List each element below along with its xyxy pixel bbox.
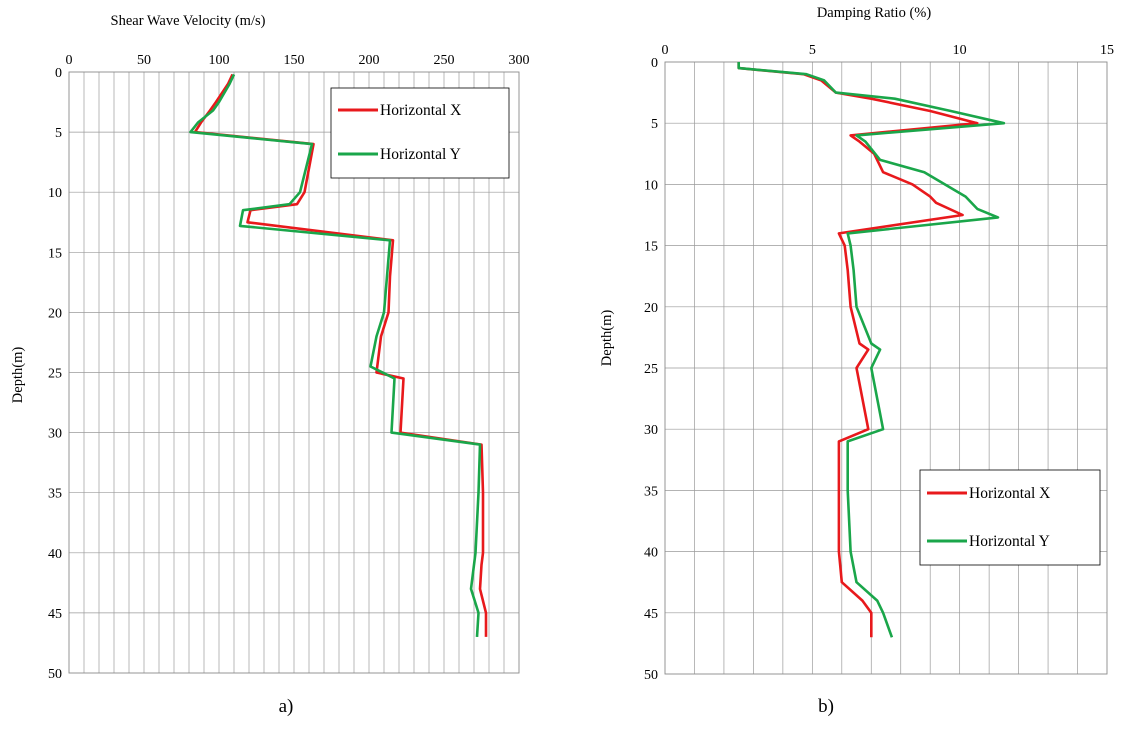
- chart-shear-wave-velocity: Shear Wave Velocity (m/s) Depth(m) 0 50 10…: [10, 13, 530, 717]
- x-tick-label: 300: [509, 53, 530, 68]
- y-tick-label: 25: [644, 362, 658, 377]
- chart-a-legend-label-y: Horizontal Y: [380, 146, 461, 163]
- chart-b-title: Damping Ratio (%): [817, 5, 932, 21]
- y-tick-label: 40: [48, 547, 62, 562]
- y-tick-label: 15: [644, 240, 658, 255]
- series-line-horizontal-y: [189, 73, 482, 637]
- chart-b-grid: [664, 61, 1108, 675]
- y-tick-label: 15: [48, 246, 62, 261]
- y-tick-label: 30: [48, 427, 62, 442]
- y-tick-label: 20: [48, 306, 62, 321]
- chart-a-title: Shear Wave Velocity (m/s): [111, 13, 266, 29]
- series-line-horizontal-x: [737, 62, 979, 638]
- chart-b-y-ticks: 0 5 10 15 20 25 30 35 40 45 50: [644, 56, 658, 683]
- x-tick-label: 100: [209, 53, 230, 68]
- x-tick-label: 5: [809, 43, 816, 58]
- chart-b-legend: Horizontal X Horizontal Y: [919, 469, 1101, 566]
- chart-b-caption: b): [818, 696, 834, 717]
- chart-b-legend-box: [919, 469, 1101, 566]
- y-tick-label: 50: [48, 667, 62, 682]
- x-tick-label: 0: [66, 53, 73, 68]
- plot-frame: [664, 61, 1108, 675]
- chart-a-x-ticks: 0 50 100 150 200 250 300: [66, 53, 530, 68]
- chart-a-legend-label-x: Horizontal X: [380, 102, 461, 119]
- chart-b-x-ticks: 0 5 10 15: [662, 43, 1115, 58]
- chart-a-legend: Horizontal X Horizontal Y: [330, 87, 510, 179]
- plot-frame: [68, 71, 520, 674]
- x-tick-label: 15: [1100, 43, 1114, 58]
- x-tick-label: 150: [284, 53, 305, 68]
- y-tick-label: 35: [48, 487, 62, 502]
- chart-a-ylabel: Depth(m): [10, 347, 26, 404]
- y-tick-label: 45: [48, 607, 62, 622]
- chart-a-grid: [68, 71, 520, 674]
- y-tick-label: 5: [651, 117, 658, 132]
- chart-b-legend-label-y: Horizontal Y: [969, 533, 1050, 550]
- chart-a-series: [189, 73, 488, 637]
- y-tick-label: 10: [48, 186, 62, 201]
- chart-b-ylabel: Depth(m): [599, 310, 615, 367]
- x-tick-label: 0: [662, 43, 669, 58]
- series-line-horizontal-y: [737, 62, 1006, 638]
- chart-a-y-ticks: 0 5 10 15 20 25 30 35 40 45 50: [48, 66, 62, 682]
- chart-b-legend-label-x: Horizontal X: [969, 485, 1050, 502]
- series-line-horizontal-x: [193, 73, 488, 637]
- chart-damping-ratio: Damping Ratio (%) Depth(m) 0 5 10 15 0 5 10 15…: [599, 5, 1114, 717]
- x-tick-label: 250: [434, 53, 455, 68]
- y-tick-label: 50: [644, 668, 658, 683]
- chart-a-legend-box: [330, 87, 510, 179]
- y-tick-label: 45: [644, 607, 658, 622]
- x-tick-label: 10: [953, 43, 967, 58]
- chart-b-series: [737, 62, 1006, 638]
- x-tick-label: 200: [359, 53, 380, 68]
- y-tick-label: 10: [644, 178, 658, 193]
- x-tick-label: 50: [137, 53, 151, 68]
- y-tick-label: 20: [644, 301, 658, 316]
- y-tick-label: 0: [55, 66, 62, 81]
- y-tick-label: 5: [55, 126, 62, 141]
- y-tick-label: 30: [644, 423, 658, 438]
- y-tick-label: 25: [48, 367, 62, 382]
- y-tick-label: 40: [644, 546, 658, 561]
- y-tick-label: 35: [644, 484, 658, 499]
- y-tick-label: 0: [651, 56, 658, 71]
- chart-a-caption: a): [279, 696, 294, 717]
